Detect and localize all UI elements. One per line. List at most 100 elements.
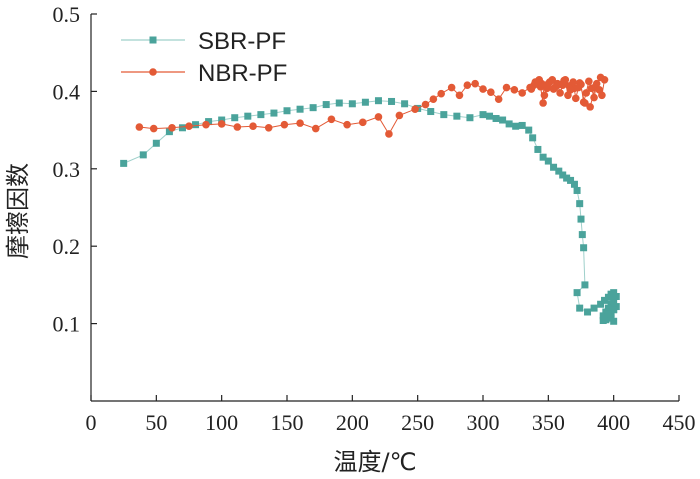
y-tick-label: 0.5 [53, 2, 81, 27]
data-point [540, 91, 549, 100]
x-tick-label: 50 [145, 410, 167, 435]
data-point [486, 112, 494, 120]
data-point [543, 84, 551, 93]
data-point [529, 134, 537, 142]
data-point [607, 300, 615, 308]
data-point [559, 171, 567, 179]
data-point [518, 121, 526, 129]
data-point [586, 103, 594, 111]
data-point [597, 300, 605, 308]
data-point [217, 120, 226, 128]
data-point [388, 97, 396, 105]
data-point [604, 310, 612, 318]
data-point [348, 100, 356, 108]
data-point [185, 122, 193, 131]
data-point [322, 101, 330, 109]
data-point [567, 176, 575, 184]
data-point [570, 180, 578, 188]
data-point [580, 244, 588, 252]
data-point [231, 114, 239, 122]
data-point [233, 123, 242, 131]
data-point [120, 159, 128, 167]
data-point [479, 85, 487, 93]
data-point [581, 281, 589, 289]
data-point [270, 109, 278, 117]
data-point [595, 86, 604, 94]
data-point [427, 108, 435, 116]
legend: SBR-PF NBR-PF [121, 28, 287, 87]
data-point [600, 75, 609, 84]
data-point [550, 163, 558, 171]
data-point [576, 304, 584, 312]
data-point [577, 215, 585, 223]
data-point [421, 100, 430, 109]
data-point [573, 186, 581, 194]
data-point [283, 107, 291, 115]
x-tick-label: 100 [205, 410, 238, 435]
y-tick-label: 0.3 [53, 157, 81, 182]
data-point [327, 115, 336, 124]
data-point [411, 105, 419, 114]
data-point [610, 306, 618, 314]
data-point [296, 119, 304, 127]
data-point [168, 123, 176, 132]
x-tick-label: 200 [336, 410, 369, 435]
data-point [152, 139, 160, 147]
data-point [590, 93, 598, 102]
data-point [335, 99, 343, 107]
data-point [149, 124, 158, 133]
data-point [518, 89, 526, 97]
data-point [463, 81, 472, 90]
data-point [296, 105, 304, 113]
data-point [455, 91, 464, 100]
data-point [205, 118, 213, 126]
data-point [257, 111, 265, 119]
data-point [165, 128, 173, 136]
data-point [502, 83, 511, 92]
data-point [453, 112, 461, 120]
data-point [527, 85, 536, 93]
x-tick-label: 300 [467, 410, 500, 435]
data-point [471, 79, 479, 88]
data-point [539, 153, 547, 161]
y-axis-label: 摩擦因数 [4, 163, 32, 259]
data-point [587, 84, 596, 93]
data-point [139, 151, 147, 159]
data-point [447, 83, 456, 92]
data-point [385, 130, 393, 138]
x-axis-label: 温度/℃ [333, 448, 416, 476]
x-tick-label: 400 [597, 410, 630, 435]
data-point [539, 99, 547, 107]
data-point [582, 89, 591, 97]
data-point [178, 124, 186, 132]
data-point [487, 88, 495, 96]
y-tick-label: 0.1 [53, 312, 81, 337]
series-nbr-pf [135, 73, 609, 138]
data-point [563, 174, 571, 182]
data-point [569, 78, 577, 86]
data-point [551, 83, 559, 92]
data-point [395, 111, 404, 120]
data-point [440, 111, 448, 119]
data-point [499, 116, 507, 124]
y-tick-label: 0.4 [53, 79, 81, 104]
data-point [192, 121, 200, 129]
x-tick-label: 150 [271, 410, 304, 435]
data-point [244, 112, 252, 120]
data-point [264, 123, 273, 132]
data-point [202, 120, 210, 129]
data-point [311, 124, 320, 133]
data-point [612, 293, 620, 301]
data-point [525, 126, 533, 134]
data-point [512, 122, 520, 130]
data-point [479, 111, 487, 119]
data-point [590, 304, 598, 312]
data-point [576, 200, 584, 208]
data-point [610, 296, 618, 304]
axes: 0 50 100 150 200 250 300 350 400 450 0.1 0.2 0.3 0.4 0… [53, 2, 696, 435]
data-point [466, 114, 474, 122]
data-point [604, 304, 612, 312]
data-point [584, 308, 592, 316]
data-point [573, 289, 581, 297]
series-layer [120, 73, 620, 325]
